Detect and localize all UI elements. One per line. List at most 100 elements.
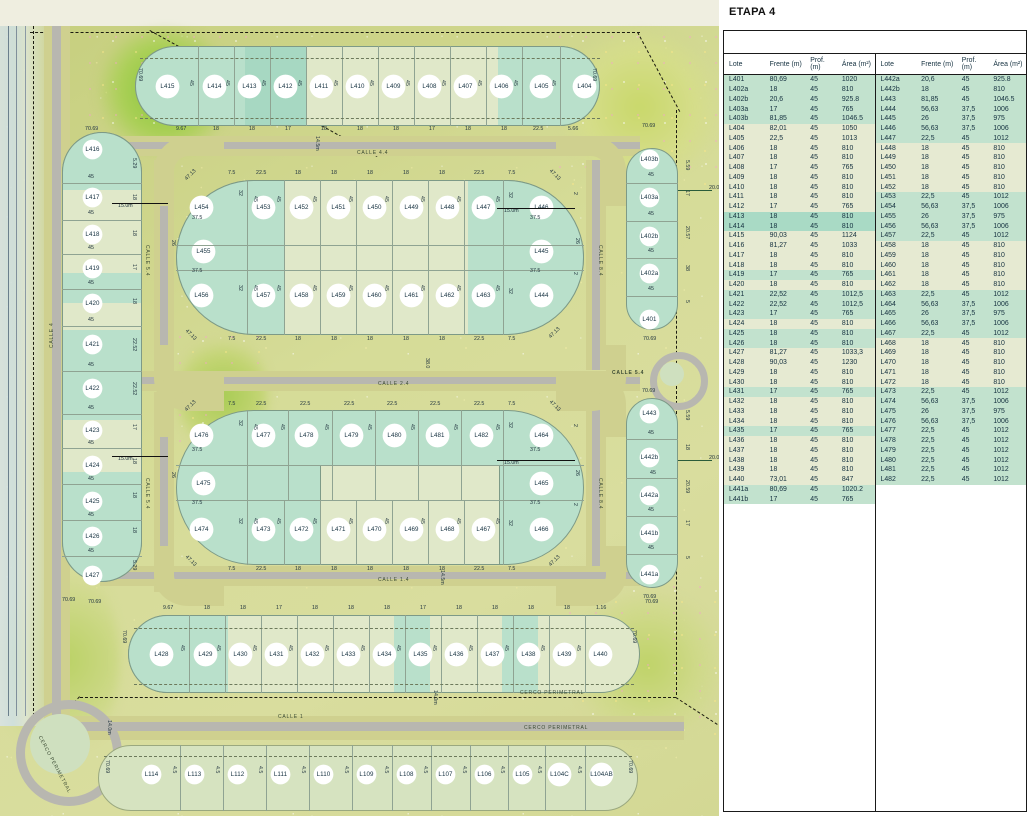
- table-row[interactable]: L465 26 37,5 975: [875, 309, 1026, 319]
- table-row[interactable]: L452 18 45 810: [875, 182, 1026, 192]
- lot-L461[interactable]: L461: [400, 284, 423, 307]
- lot-L110[interactable]: L110: [314, 765, 333, 784]
- table-row[interactable]: L448 18 45 810: [875, 143, 1026, 153]
- table-row[interactable]: L432 18 45 810: [724, 396, 875, 407]
- block-north-west-end[interactable]: [135, 46, 245, 126]
- table-row[interactable]: L407 18 45 810: [724, 153, 875, 163]
- lot-schedule-panel[interactable]: ETAPA 4 Lote Frente (m) Prof. (m) Área (…: [719, 0, 1031, 816]
- block-west-top-end[interactable]: [62, 132, 142, 190]
- table-row[interactable]: L430 18 45 810: [724, 377, 875, 387]
- table-row[interactable]: L473 22,5 45 1012: [875, 387, 1026, 397]
- table-row[interactable]: L442a 20,6 45 925.8: [875, 74, 1026, 85]
- table-row[interactable]: L424 18 45 810: [724, 318, 875, 329]
- lot-L406[interactable]: L406: [490, 75, 513, 98]
- lot-L106[interactable]: L106: [475, 765, 494, 784]
- table-row[interactable]: L443 81,85 45 1046.5: [875, 94, 1026, 105]
- lot-L477[interactable]: L477: [252, 424, 275, 447]
- table-row[interactable]: L477 22,5 45 1012: [875, 426, 1026, 436]
- table-row[interactable]: L405 22,5 45 1013: [724, 133, 875, 144]
- lot-L478[interactable]: L478: [295, 424, 318, 447]
- lot-L479[interactable]: L479: [340, 424, 363, 447]
- lot-L428[interactable]: L428: [150, 643, 173, 666]
- lot-L447[interactable]: L447: [472, 196, 495, 219]
- lot-L439[interactable]: L439: [553, 643, 576, 666]
- table-row[interactable]: L419 17 45 765: [724, 270, 875, 280]
- table-row[interactable]: L469 18 45 810: [875, 348, 1026, 358]
- lot-table-left[interactable]: Lote Frente (m) Prof. (m) Área (m²) L401…: [724, 54, 875, 504]
- table-row[interactable]: L437 18 45 810: [724, 445, 875, 456]
- lot-L423[interactable]: L423: [83, 421, 102, 440]
- table-row[interactable]: L441a 80,69 45 1020.2: [724, 484, 875, 495]
- lot-L416[interactable]: L416: [83, 140, 102, 159]
- table-row[interactable]: L409 18 45 810: [724, 172, 875, 183]
- table-row[interactable]: L456 56,63 37,5 1006: [875, 221, 1026, 231]
- table-row[interactable]: L434 18 45 810: [724, 416, 875, 426]
- lot-L458[interactable]: L458: [290, 284, 313, 307]
- lot-L471[interactable]: L471: [327, 518, 350, 541]
- lot-L104C[interactable]: L104C: [548, 763, 571, 786]
- table-row[interactable]: L458 18 45 810: [875, 240, 1026, 251]
- lot-L453[interactable]: L453: [252, 196, 275, 219]
- table-row[interactable]: L467 22,5 45 1012: [875, 328, 1026, 339]
- lot-L404[interactable]: L404: [573, 75, 596, 98]
- table-row[interactable]: L417 18 45 810: [724, 250, 875, 261]
- lot-L413[interactable]: L413: [238, 75, 261, 98]
- lot-L408[interactable]: L408: [418, 75, 441, 98]
- lot-L466[interactable]: L466: [530, 518, 553, 541]
- lot-L429[interactable]: L429: [194, 643, 217, 666]
- lot-L410[interactable]: L410: [346, 75, 369, 98]
- lot-L434[interactable]: L434: [373, 643, 396, 666]
- table-row[interactable]: L464 56,63 37,5 1006: [875, 299, 1026, 309]
- table-row[interactable]: L470 18 45 810: [875, 357, 1026, 368]
- lot-L407[interactable]: L407: [454, 75, 477, 98]
- table-row[interactable]: L453 22,5 45 1012: [875, 192, 1026, 202]
- table-row[interactable]: L406 18 45 810: [724, 143, 875, 153]
- lot-L432[interactable]: L432: [301, 643, 324, 666]
- block-center-lower-pale-band[interactable]: [320, 465, 500, 565]
- lot-L452[interactable]: L452: [290, 196, 313, 219]
- lot-L418[interactable]: L418: [83, 225, 102, 244]
- table-row[interactable]: L474 56,63 37,5 1006: [875, 396, 1026, 407]
- table-row[interactable]: L459 18 45 810: [875, 250, 1026, 261]
- table-row[interactable]: L447 22,5 45 1012: [875, 133, 1026, 144]
- table-row[interactable]: L450 18 45 810: [875, 162, 1026, 173]
- lot-L401[interactable]: L401: [640, 310, 659, 329]
- lot-L111[interactable]: L111: [271, 765, 290, 784]
- lot-L424[interactable]: L424: [83, 456, 102, 475]
- table-row[interactable]: L402a 18 45 810: [724, 84, 875, 95]
- lot-L442b[interactable]: L442b: [640, 448, 659, 467]
- table-row[interactable]: L412 17 45 765: [724, 201, 875, 212]
- table-row[interactable]: L455 26 37,5 975: [875, 211, 1026, 222]
- table-row[interactable]: L401 80,69 45 1020: [724, 74, 875, 85]
- table-row[interactable]: L433 18 45 810: [724, 406, 875, 417]
- table-row[interactable]: L480 22,5 45 1012: [875, 455, 1026, 465]
- lot-L425[interactable]: L425: [83, 492, 102, 511]
- lot-L412[interactable]: L412: [274, 75, 297, 98]
- table-row[interactable]: L468 18 45 810: [875, 338, 1026, 348]
- table-row[interactable]: L428 90,03 45 1230: [724, 357, 875, 368]
- table-row[interactable]: L416 81,27 45 1033: [724, 240, 875, 251]
- lot-L411[interactable]: L411: [310, 75, 333, 98]
- lot-L402b[interactable]: L402b: [640, 227, 659, 246]
- lot-L107[interactable]: L107: [436, 765, 455, 784]
- lot-L450[interactable]: L450: [363, 196, 386, 219]
- lot-L476[interactable]: L476: [190, 424, 213, 447]
- lot-L430[interactable]: L430: [229, 643, 252, 666]
- table-row[interactable]: L445 26 37,5 975: [875, 114, 1026, 124]
- table-row[interactable]: L478 22,5 45 1012: [875, 435, 1026, 446]
- lot-L419[interactable]: L419: [83, 259, 102, 278]
- table-row[interactable]: L476 56,63 37,5 1006: [875, 416, 1026, 426]
- lot-L441b[interactable]: L441b: [640, 524, 659, 543]
- table-row[interactable]: L482 22,5 45 1012: [875, 474, 1026, 485]
- lot-L456[interactable]: L456: [190, 284, 213, 307]
- lot-L475[interactable]: L475: [192, 472, 215, 495]
- lot-L403b[interactable]: L403b: [640, 150, 659, 169]
- lot-L420[interactable]: L420: [83, 294, 102, 313]
- lot-L441a[interactable]: L441a: [640, 565, 659, 584]
- lot-L421[interactable]: L421: [83, 335, 102, 354]
- table-row[interactable]: L462 18 45 810: [875, 279, 1026, 290]
- table-row[interactable]: L466 56,63 37,5 1006: [875, 318, 1026, 329]
- lot-L467[interactable]: L467: [472, 518, 495, 541]
- lot-L445[interactable]: L445: [530, 240, 553, 263]
- table-row[interactable]: L420 18 45 810: [724, 279, 875, 290]
